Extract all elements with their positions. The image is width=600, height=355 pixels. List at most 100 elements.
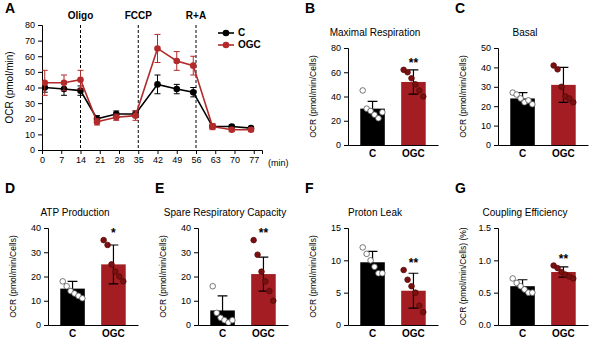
injection-line [138, 25, 139, 150]
panel: GCoupling Efficiency0.00.51.01.5COGC**OC… [455, 180, 589, 339]
bar [60, 289, 85, 325]
y-axis-line [344, 49, 349, 146]
x-axis-line [49, 325, 139, 326]
y-axis: 010203040 [31, 223, 49, 330]
y-tick-mark [44, 228, 48, 229]
y-tick-label: 40 [31, 223, 41, 233]
x-tick-mark [177, 150, 178, 154]
x-tick: OGC [402, 145, 425, 159]
y-tick: 40 [181, 223, 198, 233]
error-bar [259, 257, 269, 291]
y-tick-mark [38, 134, 42, 135]
x-axis-line [349, 145, 439, 146]
x-tick: 7 [59, 150, 64, 165]
y-tick: 15 [331, 223, 348, 233]
panel-letter: E [155, 180, 164, 196]
y-tick-label: 1.5 [478, 223, 491, 233]
series-marker [132, 112, 139, 119]
y-axis-title: OCR (pmol/min/Cells) [458, 55, 468, 138]
panel: DATP Production010203040COGC*OCR (pmol/m… [5, 180, 139, 339]
data-point [417, 88, 423, 94]
y-tick-label: 50 [25, 67, 35, 77]
x-tick-label: 0 [40, 155, 45, 165]
y-tick: 20 [31, 272, 48, 282]
y-tick-mark [494, 67, 498, 68]
y-axis: 01020304050 [481, 43, 499, 150]
data-point [409, 283, 415, 289]
y-tick: 50 [25, 67, 42, 77]
y-tick-mark [38, 72, 42, 73]
y-axis-title: OCR (pmol/min) [4, 51, 15, 123]
data-point [559, 84, 565, 90]
y-tick-mark [38, 25, 42, 26]
y-tick-label: 40 [331, 92, 341, 102]
y-tick-mark [494, 228, 498, 229]
data-point [210, 283, 216, 289]
data-point [368, 258, 374, 264]
chart-title: ATP Production [40, 207, 109, 218]
y-tick: 20 [25, 114, 42, 124]
y-tick: 10 [181, 296, 198, 306]
data-point [413, 290, 419, 296]
data-point [80, 296, 86, 302]
marks [360, 245, 426, 325]
data-point [380, 270, 386, 276]
data-point [417, 303, 423, 309]
y-tick: 30 [31, 248, 48, 258]
y-tick: 20 [181, 272, 198, 282]
y-axis-title: OCR (pmol/min/Cells) [8, 235, 18, 318]
data-point [530, 101, 536, 107]
x-tick-mark [42, 150, 43, 154]
plot: 01020304050COGC [481, 43, 589, 159]
y-tick-label: 0 [336, 320, 341, 330]
y-tick-mark [194, 277, 198, 278]
y-tick-mark [494, 126, 498, 127]
x-axis-line [199, 325, 289, 326]
y-tick-mark [38, 41, 42, 42]
panel-letter: B [305, 0, 315, 16]
data-point [570, 276, 576, 282]
y-tick-label: 30 [25, 99, 35, 109]
x-tick-label: 14 [76, 155, 86, 165]
x-tick: OGC [252, 325, 275, 339]
y-tick-label: 0.0 [478, 320, 491, 330]
x-tick-label: 49 [172, 155, 182, 165]
data-point [376, 116, 382, 122]
x-tick-mark [235, 150, 236, 154]
chart-title: Coupling Efficiency [483, 207, 568, 218]
y-axis: 0.00.51.01.5 [478, 223, 498, 330]
marks [360, 67, 426, 145]
plot: 051015COGC** [331, 223, 439, 339]
marks [210, 237, 276, 325]
injection-label: R+A [186, 10, 206, 21]
x-axis: COGC [199, 325, 289, 339]
y-axis-line [38, 26, 43, 151]
x-tick: 70 [230, 150, 240, 165]
y-tick-label: 10 [25, 130, 35, 140]
data-point [510, 276, 516, 282]
y-axis: 020406080 [331, 43, 349, 150]
y-axis-title: OCR (pmol/min/Cells) [308, 55, 318, 138]
error-bar [42, 70, 48, 95]
y-tick-label: 20 [31, 272, 41, 282]
x-tick: 28 [114, 150, 124, 165]
y-tick-mark [344, 97, 348, 98]
panel: A010203040506070800714212835424956637077… [4, 0, 289, 168]
significance: ** [259, 226, 269, 240]
x-tick-label: C [519, 328, 526, 339]
y-tick: 0 [336, 140, 348, 150]
y-tick-label: 80 [331, 43, 341, 53]
x-tick-label: 21 [95, 155, 105, 165]
y-tick: 5 [336, 288, 348, 298]
y-tick-mark [344, 121, 348, 122]
panel-letter: F [305, 180, 314, 196]
data-point [120, 279, 126, 285]
y-axis-line [494, 229, 499, 326]
data-point [267, 288, 273, 294]
y-tick-mark [344, 293, 348, 294]
error-bar [94, 119, 100, 125]
legend-entry: OGC [218, 39, 261, 50]
x-tick: C [369, 145, 376, 159]
data-point [555, 67, 561, 73]
x-tick: OGC [552, 145, 575, 159]
